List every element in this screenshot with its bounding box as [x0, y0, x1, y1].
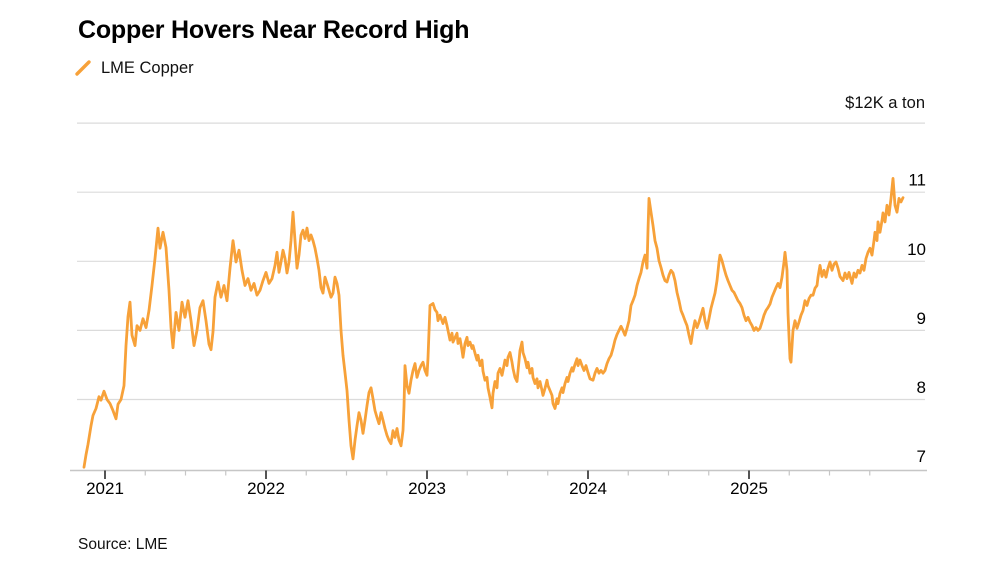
- x-axis-label-2022: 2022: [247, 479, 285, 498]
- x-axis-label-2021: 2021: [86, 479, 124, 498]
- source-note: Source: LME: [78, 536, 168, 553]
- legend-slash-icon: [75, 60, 91, 76]
- y-axis-unit-label: $12K a ton: [845, 94, 925, 112]
- chart-title: Copper Hovers Near Record High: [78, 16, 470, 44]
- lme-copper-price-line: [82, 176, 905, 469]
- y-axis-label-7: 7: [917, 447, 926, 466]
- y-axis-label-10: 10: [907, 240, 926, 259]
- y-axis-label-11: 11: [908, 171, 926, 190]
- y-axis-label-9: 9: [917, 309, 926, 328]
- legend: LME Copper: [74, 58, 194, 78]
- x-axis-label-2024: 2024: [569, 479, 607, 498]
- y-axis-label-8: 8: [917, 378, 926, 397]
- x-axis-label-2025: 2025: [730, 479, 768, 498]
- legend-series-label: LME Copper: [101, 58, 194, 77]
- x-axis-label-2023: 2023: [408, 479, 446, 498]
